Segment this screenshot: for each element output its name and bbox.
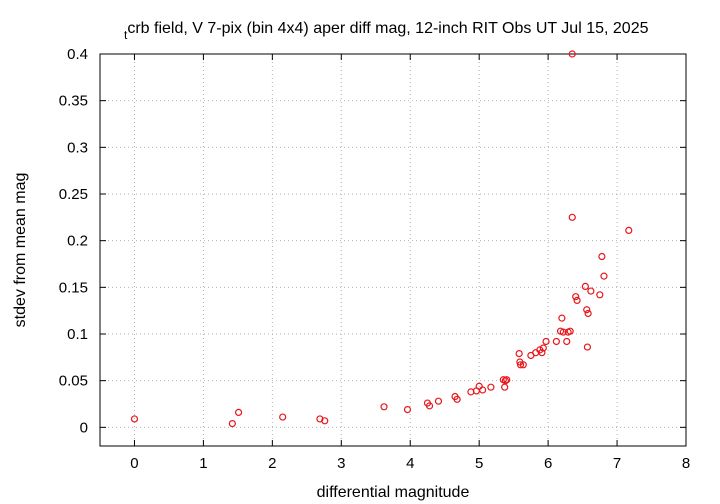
data-point (566, 327, 574, 335)
y-tick-label: 0.1 (67, 326, 88, 343)
data-point (584, 309, 592, 318)
data-point (583, 306, 591, 314)
data-point (587, 287, 595, 295)
data-point (625, 226, 633, 234)
chart-title: tcrb field, V 7-pix (bin 4x4) aper diff … (124, 20, 649, 42)
y-tick-label: 0.05 (59, 373, 88, 390)
data-point (501, 383, 509, 391)
data-point (403, 406, 412, 414)
data-point (552, 337, 560, 346)
x-tick-label: 6 (544, 455, 552, 472)
x-tick-label: 4 (406, 455, 414, 472)
title-prefix: t (124, 28, 128, 42)
x-tick-label: 2 (268, 455, 276, 472)
y-axis-label: stdev from mean mag (12, 173, 29, 328)
y-tick-label: 0.25 (59, 186, 88, 203)
data-point (563, 337, 571, 346)
data-point (515, 350, 523, 358)
grid-lines (100, 53, 687, 446)
y-tick-label: 0.4 (67, 46, 88, 63)
x-tick-label: 1 (199, 455, 207, 472)
data-point (519, 361, 527, 369)
data-point (516, 361, 525, 369)
y-tick-label: 0.2 (67, 233, 88, 250)
x-tick-label: 5 (475, 455, 483, 472)
x-tick-labels: 0 1 2 3 4 5 6 7 8 (130, 455, 690, 472)
data-point (542, 337, 550, 346)
y-tick-label: 0.15 (59, 279, 88, 296)
data-point (559, 328, 567, 336)
data-point (234, 408, 243, 416)
data-point (434, 397, 443, 405)
y-tick-labels: 0 0.05 0.1 0.15 0.2 0.25 0.3 0.35 0.4 (59, 46, 88, 436)
data-point (487, 383, 495, 391)
y-tick-label: 0.35 (59, 93, 88, 110)
data-point (228, 420, 236, 428)
x-tick-label: 8 (682, 455, 690, 472)
data-point (583, 343, 592, 351)
data-points (130, 50, 633, 428)
data-point (380, 403, 388, 411)
data-point (425, 402, 434, 410)
y-tick-label: 0 (80, 419, 88, 436)
data-point (538, 349, 546, 357)
plot-frame (99, 53, 687, 447)
x-tick-label: 0 (130, 455, 138, 472)
axis-ticks (100, 53, 687, 446)
data-point (598, 252, 606, 261)
y-tick-label: 0.3 (67, 139, 88, 156)
data-point (453, 395, 461, 403)
data-point (479, 386, 487, 394)
data-point (539, 344, 547, 352)
data-point (572, 293, 580, 301)
data-point (568, 213, 576, 221)
x-tick-label: 3 (337, 455, 345, 472)
data-point (581, 282, 589, 290)
data-point (568, 50, 576, 58)
data-point (130, 415, 139, 423)
title-main: crb field, V 7-pix (bin 4x4) aper diff m… (127, 20, 648, 37)
data-point (558, 314, 566, 322)
x-axis-label: differential magnitude (317, 484, 470, 501)
data-point (321, 417, 329, 425)
data-point (503, 376, 511, 384)
data-point (600, 272, 608, 280)
data-point (279, 413, 287, 421)
data-point (573, 296, 581, 304)
x-tick-label: 7 (613, 455, 621, 472)
data-point (596, 291, 604, 299)
data-point (501, 377, 509, 385)
